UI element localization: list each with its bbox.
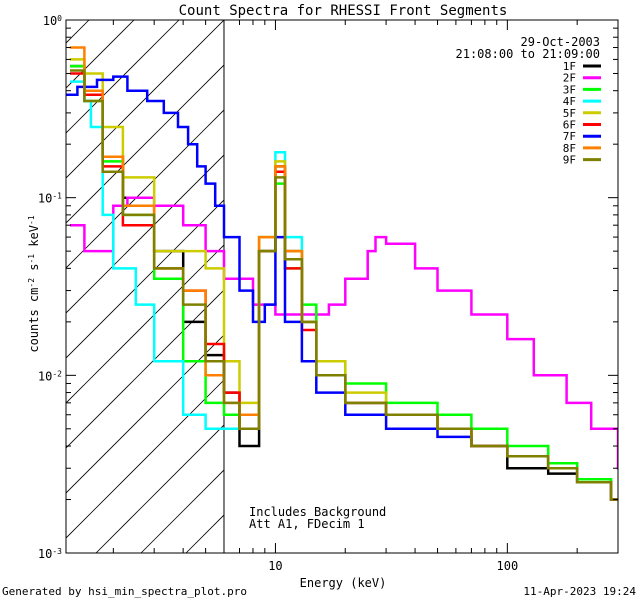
series-line-9F [70,69,618,501]
hatch-line [231,20,640,553]
legend-label-3F: 3F [563,83,576,96]
y-tick-label: 10-2 [38,369,62,384]
legend-label-5F: 5F [563,107,576,120]
series-line-8F [70,46,618,501]
legend-label-1F: 1F [563,60,576,73]
y-tick-label: 10-1 [38,191,62,206]
hatch-line [636,20,640,553]
hatch-line [66,289,224,449]
hatch-line [66,334,224,494]
legend-label-6F: 6F [563,119,576,132]
hatch-line [66,379,224,539]
series-line-1F [70,64,618,501]
series-line-4F [70,80,618,501]
series-lines [66,46,618,501]
y-axis-label: counts cm-2 s-1 keV-1 [27,215,42,352]
legend-label-7F: 7F [563,130,576,143]
x-tick-label: 100 [497,559,519,573]
annotation-background: Includes Background [249,505,386,519]
hatch-line [66,20,135,89]
date-label: 29-Oct-2003 [521,35,600,49]
series-line-6F [70,72,618,501]
hatch-line [66,154,224,314]
hatch-line [66,199,224,359]
chart-title: Count Spectra for RHESSI Front Segments [179,3,508,19]
footer-generated-by: Generated by hsi_min_spectra_plot.pro [2,585,247,598]
legend-label-8F: 8F [563,142,576,155]
legend-label-2F: 2F [563,72,576,85]
y-tick-label: 10-3 [38,547,62,562]
hatch-line [66,20,90,44]
hatch-line [66,64,224,224]
legend-label-4F: 4F [563,95,576,108]
legend-label-9F: 9F [563,154,576,167]
annotation-attenuator: Att A1, FDecim 1 [249,517,365,531]
series-line-5F [70,58,618,501]
hatch-line [411,20,640,553]
x-tick-label: 10 [268,559,282,573]
hatch-line [95,424,224,553]
axis-ticks: 10 100 100 10-1 10-2 10-3 [38,14,619,573]
series-line-3F [70,64,618,501]
x-axis-label: Energy (keV) [300,576,387,590]
time-range-label: 21:08:00 to 21:09:00 [456,47,601,61]
plot-frame [65,19,619,554]
hatch-line [66,20,224,179]
footer-timestamp: 11-Apr-2023 19:24 [523,585,636,598]
y-tick-label: 100 [43,14,62,29]
series-line-2F [70,196,618,470]
hatch-line [0,20,44,553]
